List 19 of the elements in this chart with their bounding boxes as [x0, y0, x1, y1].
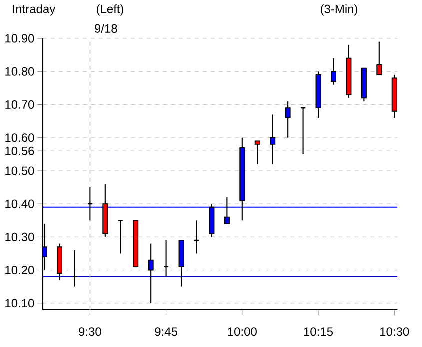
- y-tick-label: 10.40: [6, 200, 34, 208]
- y-tick-label: 10.20: [6, 266, 34, 275]
- text: (3-Min): [321, 4, 358, 16]
- x-tick-label: 9:30: [79, 328, 102, 336]
- x-tick-label: 10:30: [380, 328, 410, 336]
- chart-title: Intraday: [13, 4, 56, 16]
- x-tick-label: 10:15: [304, 328, 334, 336]
- y-tick-label: 10.50: [6, 166, 34, 176]
- y-tick-label: 10.60: [6, 134, 34, 142]
- text: (Left): [97, 4, 124, 16]
- x-tick-label: 10:00: [228, 328, 257, 336]
- y-tick-label: 10.10: [6, 299, 34, 308]
- y-tick-label: 10.90: [6, 34, 34, 43]
- y-tick-label: 10.80: [6, 67, 34, 76]
- y-tick-label: 10.70: [6, 100, 34, 109]
- x-tick-label: 9:45: [155, 328, 178, 336]
- y-tick-label: 10.56: [6, 146, 34, 156]
- text: 9/18: [95, 24, 118, 33]
- y-tick-label: 10.30: [6, 232, 34, 242]
